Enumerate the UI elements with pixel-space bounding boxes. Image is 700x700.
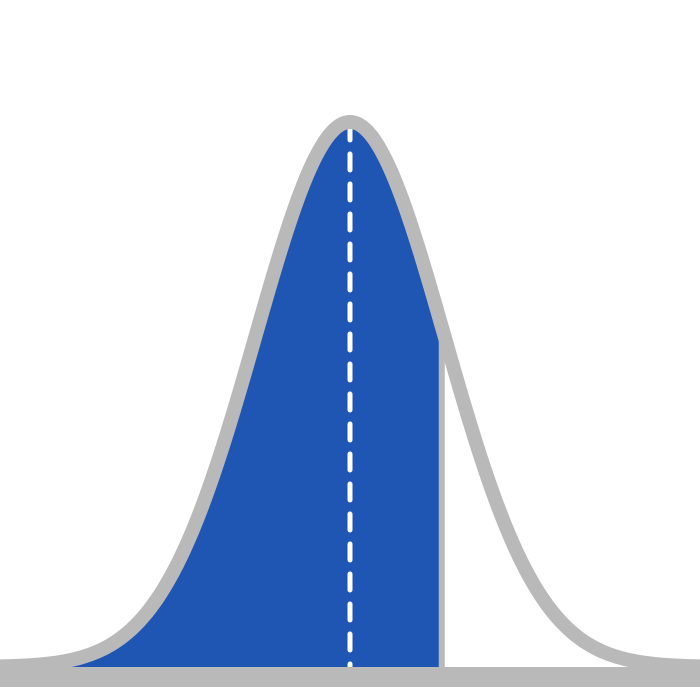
shaded-area bbox=[0, 122, 442, 667]
distribution-curve bbox=[0, 115, 700, 674]
baseline bbox=[0, 667, 700, 687]
